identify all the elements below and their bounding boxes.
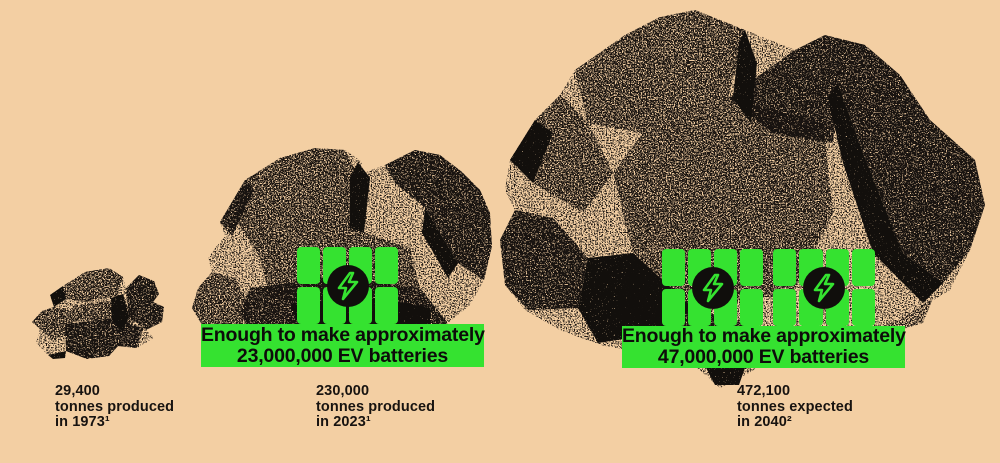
label-line: tonnes expected: [737, 398, 853, 415]
battery-cell: [662, 289, 685, 326]
banner-line: Enough to make approximately: [201, 323, 485, 346]
battery-cell: [662, 249, 685, 286]
banner-line: Enough to make approximately: [622, 325, 906, 347]
battery-cell: [297, 287, 320, 324]
tonnage-label-2040: 472,100 tonnes expected in 2040²: [737, 383, 853, 431]
label-line: 472,100: [737, 383, 791, 399]
label-line: in 2023¹: [316, 414, 371, 430]
rock-illustration-2040: [500, 10, 985, 388]
label-line: in 1973¹: [55, 414, 110, 430]
lightning-bolt-icon: [803, 266, 845, 309]
label-line: tonnes produced: [55, 398, 175, 415]
label-line: tonnes produced: [316, 398, 436, 415]
lightning-bolt-glyph: [702, 273, 723, 302]
label-line: in 2040²: [737, 414, 792, 430]
label-line: 230,000: [316, 383, 370, 399]
lightning-bolt-icon: [326, 264, 369, 307]
rock-crevice: [48, 286, 129, 359]
tonnage-label-1973: 29,400 tonnes produced in 1973¹: [55, 383, 175, 431]
ev-battery-icon: [297, 247, 398, 324]
lightning-bolt-glyph: [813, 273, 835, 302]
battery-cell: [297, 247, 320, 284]
tonnage-label-2023: 230,000 tonnes produced in 2023¹: [316, 383, 436, 431]
ev-batteries-banner-2023: Enough to make approximately 23,000,000 …: [201, 323, 485, 367]
lightning-bolt-icon: [691, 266, 734, 309]
ev-battery-icon: [773, 249, 875, 326]
rock-illustration-1973: [32, 268, 164, 359]
battery-cell: [740, 249, 763, 286]
battery-cell: [851, 249, 875, 286]
lightning-bolt-glyph: [337, 271, 358, 300]
ev-battery-icon: [662, 249, 763, 326]
battery-cell: [773, 249, 797, 286]
battery-cell: [773, 289, 797, 326]
battery-cell: [851, 289, 875, 326]
battery-cell: [740, 289, 763, 326]
battery-cell: [375, 287, 398, 324]
banner-line: 23,000,000 EV batteries: [236, 344, 449, 367]
label-line: 29,400: [55, 383, 100, 399]
battery-cell: [375, 247, 398, 284]
banner-line: 47,000,000 EV batteries: [657, 346, 870, 368]
ev-batteries-banner-2040: Enough to make approximately 47,000,000 …: [622, 325, 906, 368]
